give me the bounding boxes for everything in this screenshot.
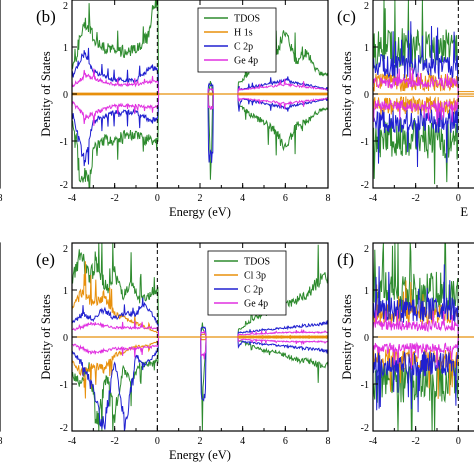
series-ge-4p-down: [373, 336, 474, 369]
y-tick-label: 2: [63, 1, 68, 12]
series-cl-3p-down: [373, 336, 474, 399]
x-axis-label: E: [460, 205, 468, 219]
x-tick-label: -2: [110, 193, 118, 204]
series-tdos-up: [72, 243, 328, 338]
y-tick-label: -2: [361, 180, 369, 191]
x-tick-label: 4: [240, 193, 245, 204]
x-tick-label: 8: [326, 193, 331, 204]
legend-label: C 2p: [234, 42, 253, 53]
y-axis-label: Density of States: [340, 294, 354, 380]
y-axis-label: Density of States: [39, 294, 53, 380]
y-tick-label: 2: [364, 244, 369, 255]
x-tick-label: 6: [283, 436, 288, 447]
series-h-1s-down: [373, 95, 474, 116]
y-tick-label: -1: [361, 137, 369, 148]
legend-label: H 1s: [234, 28, 253, 39]
panel-d-partial: 8: [0, 242, 3, 447]
x-axis-label: Energy (eV): [169, 205, 231, 219]
series-c-2p-down: [373, 93, 474, 168]
series-ge-4p-up: [72, 320, 328, 338]
series-tdos-up: [373, 243, 474, 338]
y-tick-label: 1: [63, 286, 68, 297]
series-c-2p-up: [373, 264, 474, 338]
series-ge-4p-down: [72, 93, 328, 126]
y-tick-label: 1: [364, 286, 369, 297]
y-tick-label: -1: [60, 137, 68, 148]
x-tick-label: 2: [198, 193, 203, 204]
y-tick-label: 0: [63, 333, 68, 344]
plot-area: [373, 243, 474, 431]
series-ge-4p-down: [373, 93, 474, 125]
x-tick-label: 0: [456, 436, 461, 447]
series-ge-4p-up: [373, 309, 474, 338]
y-tick-label: 1: [364, 43, 369, 54]
series-cl-3p-up: [373, 280, 474, 338]
legend-label: Cl 3p: [244, 271, 266, 282]
plot-area: [72, 0, 328, 188]
x-tick-label: -2: [411, 193, 419, 204]
legend-label: TDOS: [244, 257, 270, 268]
x-tick-label: 4: [240, 436, 245, 447]
x-tick-label: -4: [68, 193, 76, 204]
x-tick-label: -4: [369, 436, 377, 447]
x-tick-label: -4: [369, 193, 377, 204]
legend-label: C 2p: [244, 285, 263, 296]
panel-letter: (e): [36, 250, 55, 269]
y-tick-label: -1: [361, 380, 369, 391]
y-tick-label: 1: [63, 43, 68, 54]
series-h-1s-up: [373, 72, 474, 93]
y-tick-label: -2: [361, 423, 369, 434]
x-tick-label: 6: [283, 193, 288, 204]
series-c-2p-up: [373, 21, 474, 95]
series-ge-4p-up: [373, 66, 474, 95]
y-tick-label: -2: [60, 423, 68, 434]
panel-a-partial: 8: [0, 0, 3, 204]
x-tick-label: 2: [198, 436, 203, 447]
series-tdos-down: [373, 93, 474, 185]
y-tick-label: 0: [63, 90, 68, 101]
x-tick-label: 0: [155, 436, 160, 447]
panel-letter: (c): [337, 7, 356, 26]
legend-label: Ge 4p: [244, 299, 268, 310]
series-tdos-up: [373, 0, 474, 95]
series-c-2p-down: [373, 336, 474, 413]
panel-letter: (b): [36, 7, 56, 26]
x-axis-label: Energy (eV): [169, 448, 231, 462]
x-tick-label: -2: [110, 436, 118, 447]
legend-label: Ge 4p: [234, 56, 258, 67]
legend-label: TDOS: [234, 14, 260, 25]
y-tick-label: 2: [364, 1, 369, 12]
x-tick-label: 8: [326, 436, 331, 447]
x-tick-label: 8: [0, 193, 3, 204]
series-tdos-down: [373, 336, 474, 431]
x-tick-label: 8: [0, 436, 3, 447]
panel-letter: (f): [337, 250, 354, 269]
y-tick-label: -2: [60, 180, 68, 191]
y-tick-label: 0: [364, 333, 369, 344]
x-tick-label: 0: [155, 193, 160, 204]
y-axis-label: Density of States: [340, 51, 354, 137]
plot-area: [72, 243, 328, 431]
y-tick-label: 0: [364, 90, 369, 101]
y-axis-label: Density of States: [39, 51, 53, 137]
x-tick-label: -4: [68, 436, 76, 447]
series-c-2p-down: [72, 336, 328, 431]
plot-area: [373, 0, 474, 185]
y-tick-label: -1: [60, 380, 68, 391]
y-tick-label: 2: [63, 244, 68, 255]
x-tick-label: 0: [456, 193, 461, 204]
series-c-2p-down: [72, 93, 328, 167]
x-tick-label: -2: [411, 436, 419, 447]
